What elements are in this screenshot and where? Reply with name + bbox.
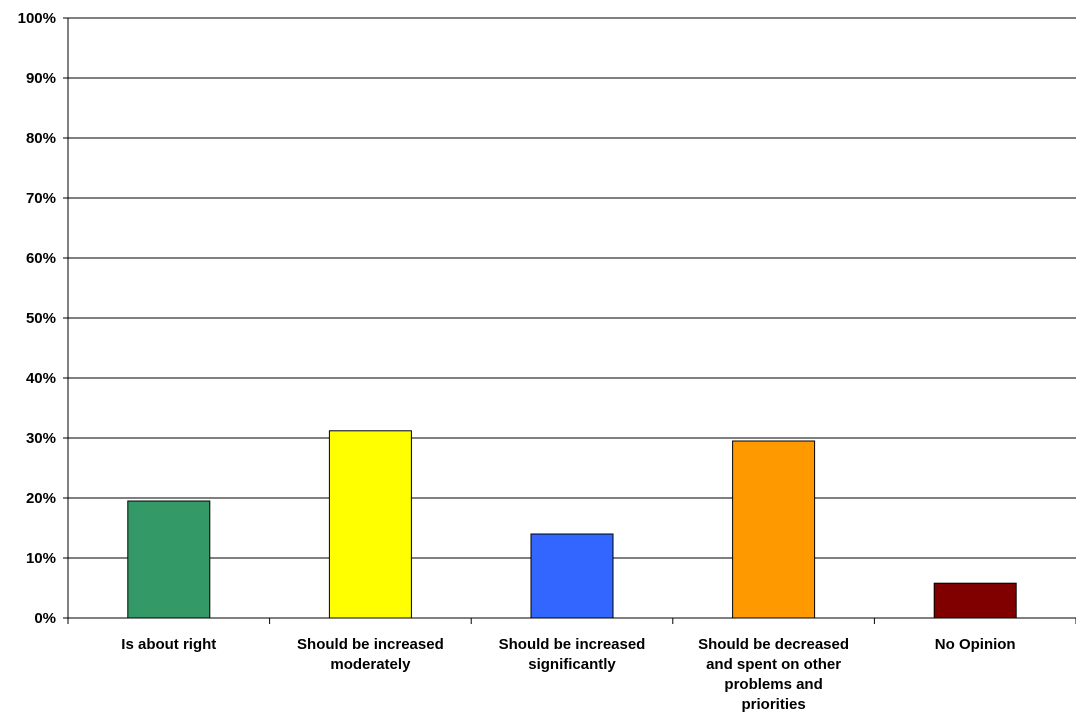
bar [328, 430, 412, 619]
axes [67, 18, 1076, 624]
x-category-label: Should be increased moderately [297, 636, 444, 673]
x-category-label: Is about right [121, 636, 216, 653]
y-tick-label: 60% [26, 250, 56, 267]
y-tick-label: 10% [26, 550, 56, 567]
x-category-label-line: significantly [528, 656, 616, 673]
y-tick-label: 90% [26, 70, 56, 87]
y-tick-label: 80% [26, 130, 56, 147]
x-category-label: No Opinion [935, 636, 1016, 653]
x-category-label-line: priorities [742, 696, 806, 713]
y-tick-label: 20% [26, 490, 56, 507]
y-tick-label: 30% [26, 430, 56, 447]
y-axis-ticks: 0% 10% 20% 30% 40% 50% 60% 70% 80% 90% 100% [18, 10, 68, 627]
x-category-label-line: Should be decreased [698, 636, 849, 653]
x-category-label-line: Should be increased [499, 636, 646, 653]
y-tick-label: 50% [26, 310, 56, 327]
bar [127, 500, 211, 619]
y-tick-label: 70% [26, 190, 56, 207]
x-category-label-line: No Opinion [935, 636, 1016, 653]
x-category-label-line: Should be increased [297, 636, 444, 653]
x-category-label: Should be decreased and spent on other pro… [698, 636, 849, 713]
bar [530, 533, 614, 619]
y-tick-label: 40% [26, 370, 56, 387]
gridlines [68, 17, 1076, 559]
x-axis-labels: Is about right Should be increased moderat… [121, 636, 1015, 713]
bars [127, 430, 1017, 619]
bar [732, 440, 816, 619]
x-category-label-line: and spent on other [706, 656, 841, 673]
x-category-label-line: moderately [330, 656, 411, 673]
x-category-label-line: Is about right [121, 636, 216, 653]
y-tick-label: 0% [34, 610, 56, 627]
bar [933, 582, 1017, 619]
x-category-label-line: problems and [724, 676, 822, 693]
x-category-label: Should be increased significantly [499, 636, 646, 673]
y-tick-label: 100% [18, 10, 56, 27]
